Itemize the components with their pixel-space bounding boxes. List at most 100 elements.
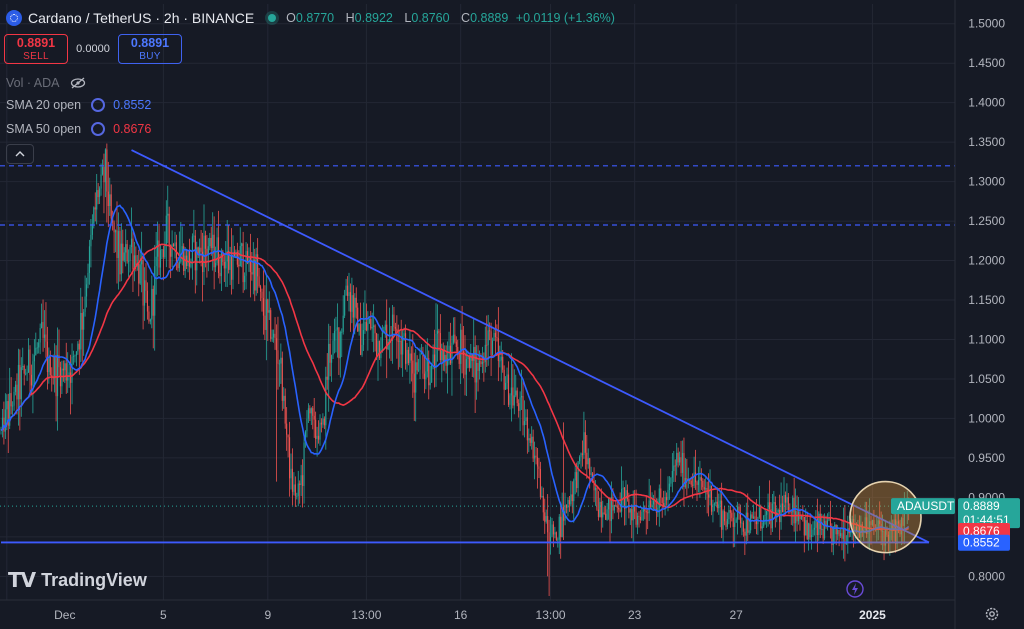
tradingview-logo[interactable]: TV TradingView bbox=[8, 568, 147, 592]
candle bbox=[14, 380, 17, 396]
sma20-legend[interactable]: SMA 20 open 0.8552 bbox=[6, 98, 151, 112]
candle bbox=[43, 310, 46, 348]
candle-body bbox=[689, 479, 691, 481]
candle bbox=[812, 521, 814, 538]
candle bbox=[132, 231, 134, 293]
candle-body bbox=[45, 334, 47, 342]
candle bbox=[816, 498, 818, 553]
candle-body bbox=[376, 333, 378, 357]
collapse-legend-button[interactable] bbox=[6, 144, 34, 164]
candle bbox=[747, 493, 749, 541]
candle-body bbox=[455, 341, 457, 347]
candle-body bbox=[786, 497, 788, 503]
high-value: 0.8922 bbox=[354, 11, 393, 25]
candle bbox=[29, 345, 31, 397]
eye-hidden-icon[interactable] bbox=[70, 77, 86, 89]
candle bbox=[290, 453, 292, 490]
sma50-price-tag-text: 0.8676 bbox=[963, 524, 1000, 538]
candle-body bbox=[631, 509, 633, 521]
candle-body bbox=[318, 435, 320, 440]
candle-body bbox=[813, 527, 815, 530]
candle bbox=[751, 511, 753, 519]
candle-body bbox=[389, 339, 391, 342]
candle bbox=[138, 249, 140, 297]
candle-body bbox=[361, 344, 363, 355]
buy-button[interactable]: 0.8891 BUY bbox=[118, 34, 182, 64]
sma50-source-icon[interactable] bbox=[91, 122, 106, 136]
candle bbox=[306, 410, 308, 438]
candle-body bbox=[519, 397, 521, 411]
candle-body bbox=[745, 512, 747, 536]
candle-body bbox=[148, 311, 150, 322]
candle bbox=[232, 235, 234, 290]
candle-body bbox=[423, 373, 425, 380]
candle-body bbox=[729, 510, 731, 513]
candle-body bbox=[581, 453, 583, 455]
settings-gear-icon[interactable] bbox=[984, 606, 1000, 622]
candle bbox=[415, 349, 417, 422]
sma20-source-icon[interactable] bbox=[91, 98, 106, 112]
candle-body bbox=[278, 363, 280, 365]
candle bbox=[347, 276, 349, 302]
candle-body bbox=[490, 331, 492, 356]
candle bbox=[16, 373, 18, 415]
close-label: C bbox=[461, 11, 471, 25]
candle bbox=[162, 245, 164, 281]
candle bbox=[126, 239, 128, 264]
candle bbox=[286, 407, 288, 451]
spread-value: 0.0000 bbox=[76, 43, 110, 55]
candle bbox=[837, 524, 839, 541]
sell-button[interactable]: 0.8891 SELL bbox=[4, 34, 68, 64]
candle bbox=[88, 239, 90, 285]
candle bbox=[753, 504, 755, 519]
candle bbox=[400, 319, 402, 369]
symbol-title[interactable]: Cardano / TetherUS · 2h · BINANCE bbox=[28, 10, 255, 26]
candle-body bbox=[252, 259, 254, 275]
candle-body bbox=[209, 237, 211, 247]
candle-body bbox=[544, 512, 546, 522]
candle bbox=[262, 270, 264, 335]
candle bbox=[260, 284, 262, 302]
candle-body bbox=[525, 417, 527, 422]
sma50-legend[interactable]: SMA 50 open 0.8676 bbox=[6, 122, 151, 136]
last-price-tag-bg bbox=[958, 498, 1020, 529]
candle-body bbox=[107, 191, 109, 207]
candle-body bbox=[196, 247, 198, 271]
candle bbox=[658, 484, 660, 527]
candle-body bbox=[555, 532, 557, 541]
candle bbox=[341, 328, 343, 358]
candle bbox=[619, 492, 621, 513]
candle-body bbox=[22, 366, 24, 368]
candle-body bbox=[149, 319, 151, 322]
candle bbox=[889, 520, 891, 556]
candle bbox=[142, 252, 144, 330]
candle-body bbox=[320, 422, 322, 425]
candle bbox=[522, 379, 524, 436]
candle bbox=[457, 339, 459, 360]
candle-body bbox=[360, 324, 362, 355]
candle-body bbox=[748, 530, 750, 533]
volume-legend[interactable]: Vol · ADA bbox=[6, 76, 86, 90]
candle-body bbox=[618, 507, 620, 510]
candle bbox=[396, 315, 398, 359]
candle-body bbox=[850, 531, 852, 534]
candle bbox=[713, 502, 715, 512]
candle bbox=[586, 435, 588, 479]
candle-body bbox=[805, 520, 807, 536]
candle-body bbox=[425, 371, 427, 380]
candle bbox=[725, 511, 727, 531]
candle-body bbox=[797, 511, 800, 522]
candle bbox=[106, 143, 108, 223]
candle bbox=[148, 305, 150, 324]
candle bbox=[570, 480, 572, 507]
price-axis: 1.5000 1.4500 1.4000 1.3500 1.3000 1.2500 1.20… bbox=[891, 0, 1020, 629]
candle-body bbox=[613, 505, 615, 511]
candle-body bbox=[204, 235, 206, 249]
candle-body bbox=[109, 194, 111, 207]
candle-body bbox=[681, 452, 684, 474]
candle bbox=[326, 353, 328, 390]
candle-body bbox=[551, 524, 553, 537]
candle bbox=[722, 509, 724, 544]
candle-body bbox=[552, 524, 554, 535]
